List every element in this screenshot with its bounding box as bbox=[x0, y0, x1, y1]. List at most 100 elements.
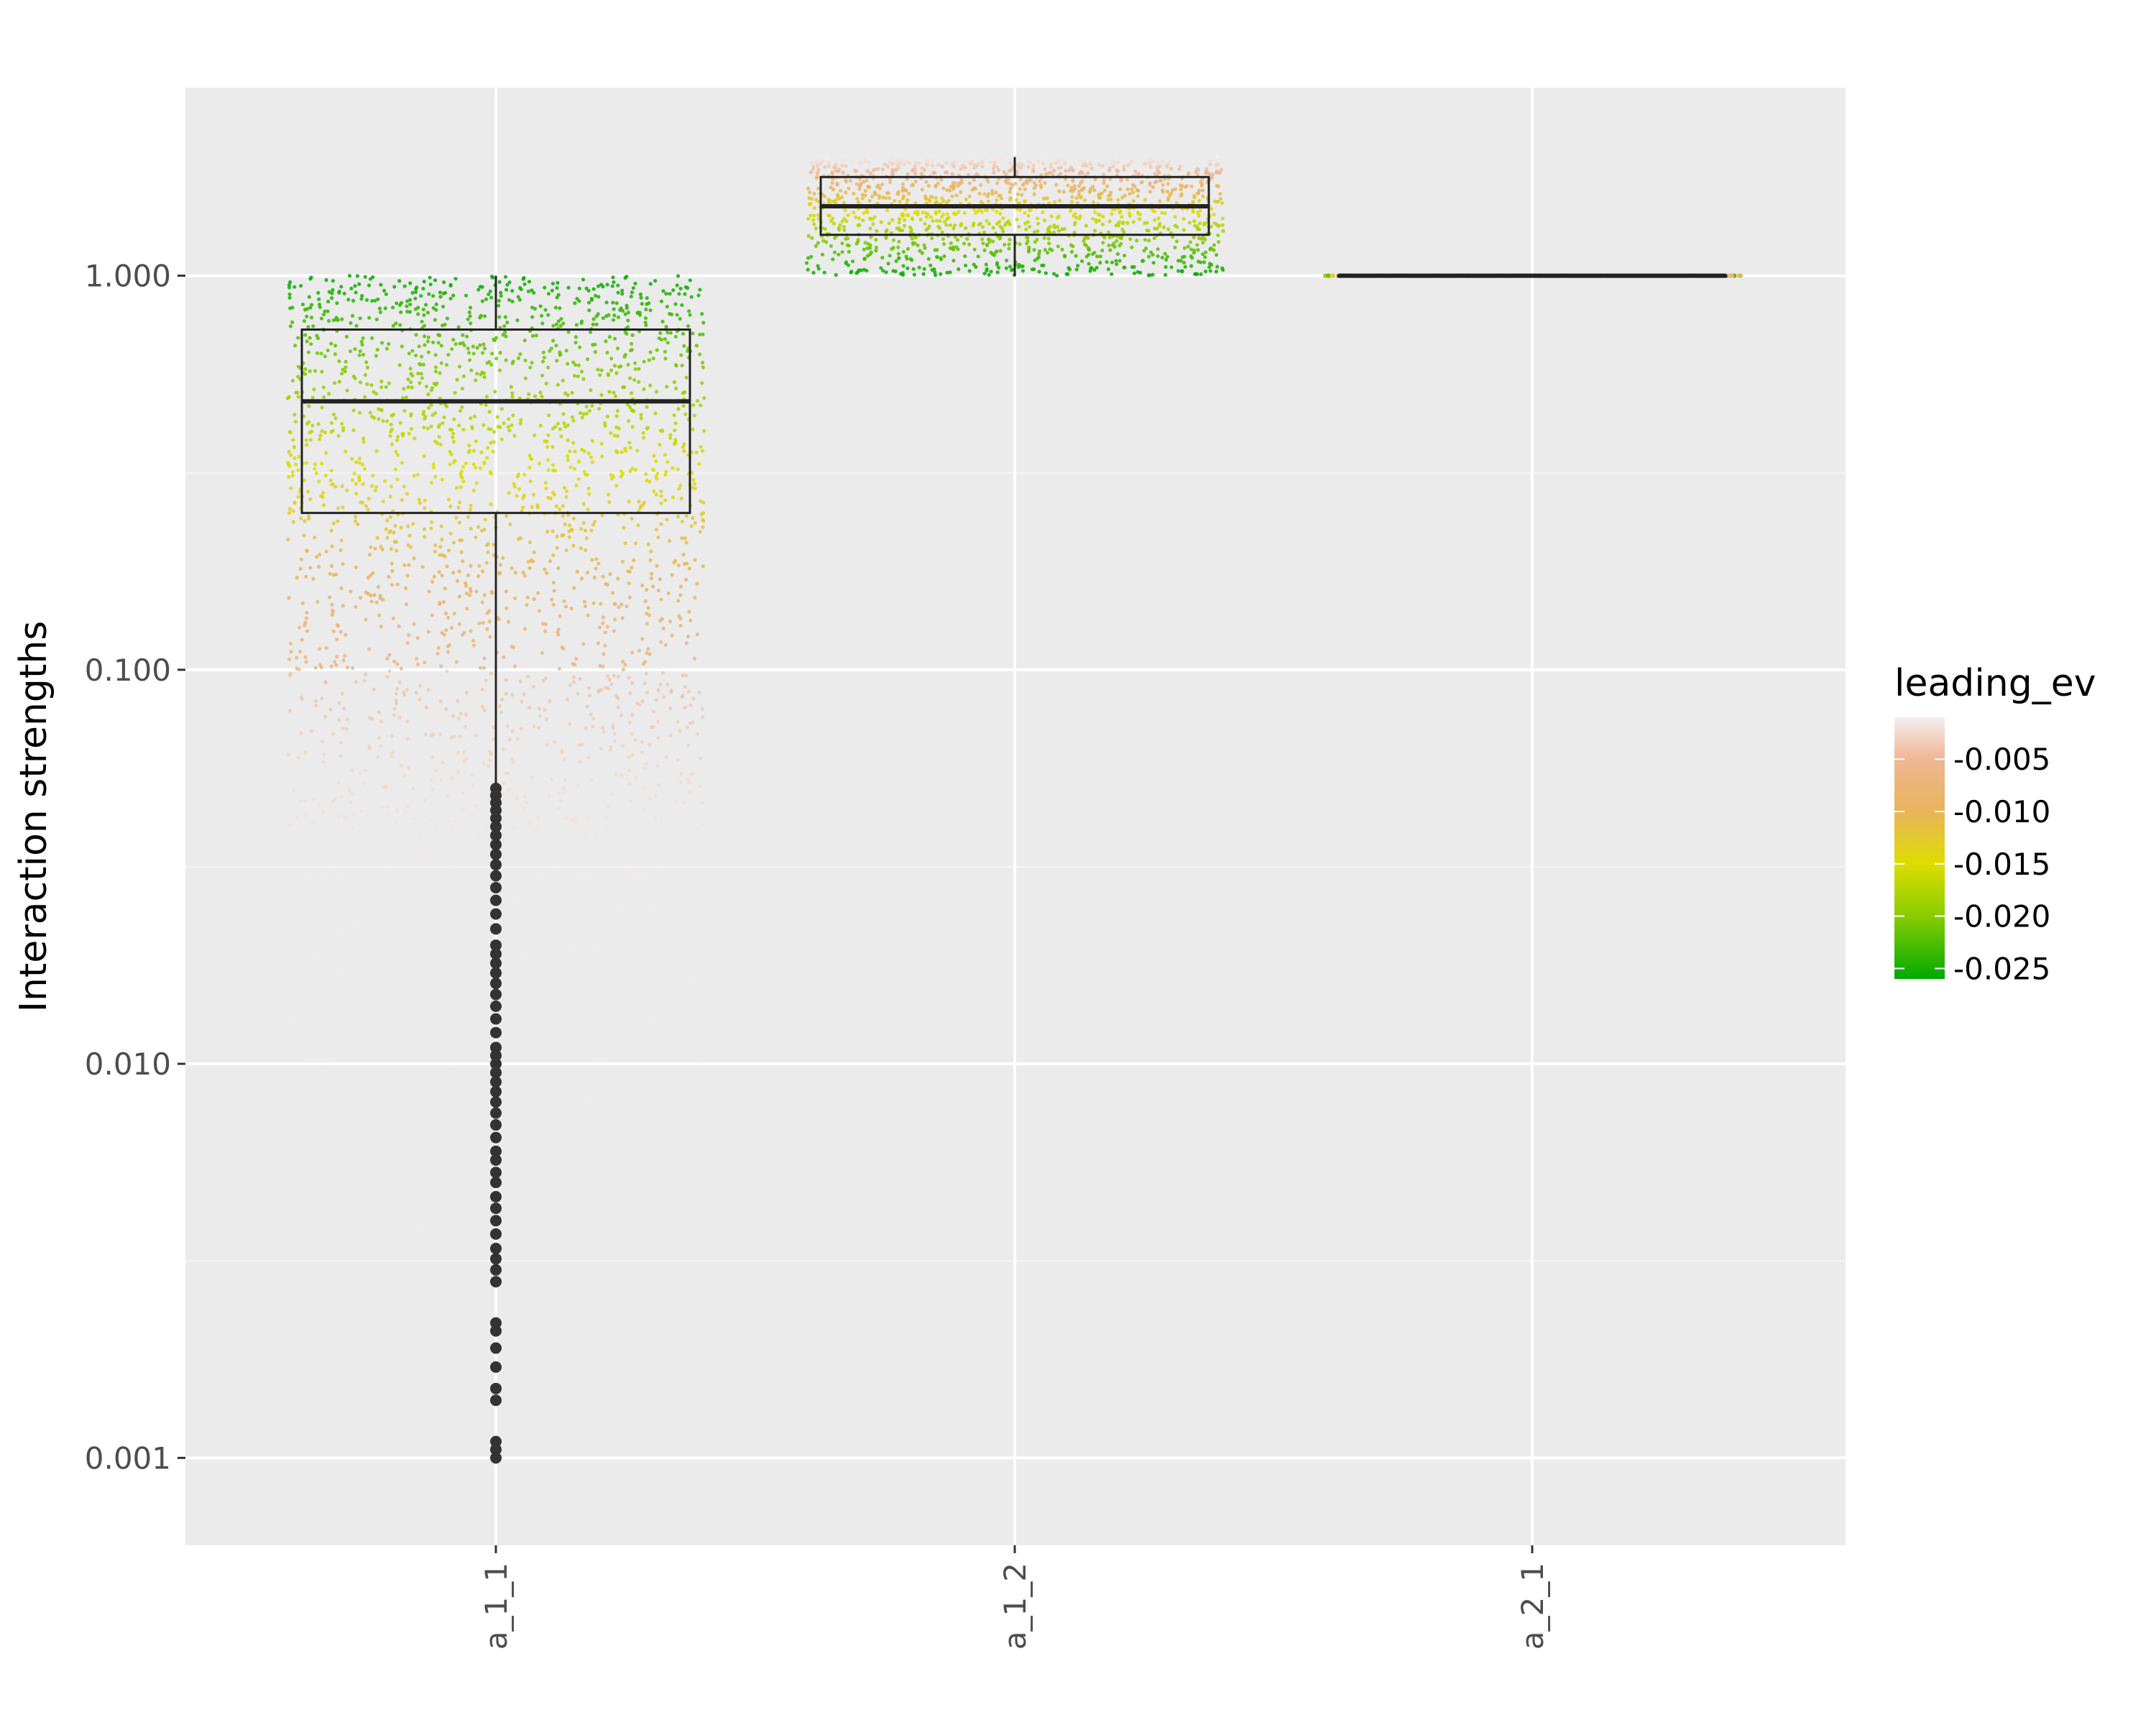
jitter-point bbox=[955, 238, 960, 242]
jitter-point bbox=[618, 974, 622, 978]
jitter-point bbox=[486, 550, 490, 554]
jitter-point bbox=[1091, 200, 1096, 204]
jitter-point bbox=[340, 317, 344, 321]
jitter-point bbox=[596, 641, 601, 645]
jitter-point bbox=[530, 288, 534, 293]
jitter-point bbox=[606, 372, 610, 376]
jitter-point bbox=[459, 550, 464, 554]
jitter-point bbox=[585, 847, 589, 851]
jitter-point bbox=[874, 245, 878, 249]
jitter-point bbox=[563, 522, 567, 527]
outlier-point bbox=[490, 859, 502, 871]
jitter-point bbox=[296, 395, 300, 399]
jitter-point bbox=[677, 292, 681, 296]
jitter-point bbox=[1043, 167, 1047, 172]
jitter-point bbox=[967, 181, 972, 185]
jitter-point bbox=[963, 157, 968, 161]
jitter-point bbox=[689, 295, 694, 299]
jitter-point bbox=[889, 157, 894, 162]
jitter-point bbox=[312, 797, 316, 801]
jitter-point bbox=[544, 486, 548, 490]
jitter-point bbox=[953, 223, 957, 227]
jitter-point bbox=[850, 259, 855, 264]
jitter-point bbox=[667, 841, 671, 845]
jitter-point bbox=[581, 502, 586, 506]
jitter-point bbox=[950, 172, 954, 176]
jitter-point bbox=[333, 381, 337, 385]
jitter-point bbox=[857, 216, 861, 221]
jitter-point bbox=[429, 948, 434, 953]
jitter-point bbox=[1032, 230, 1037, 234]
jitter-point bbox=[298, 490, 302, 494]
jitter-point bbox=[313, 535, 317, 540]
jitter-point bbox=[898, 217, 902, 221]
jitter-point bbox=[512, 433, 517, 438]
jitter-point bbox=[364, 965, 369, 970]
jitter-point bbox=[371, 979, 375, 983]
jitter-point bbox=[562, 919, 567, 923]
jitter-point bbox=[551, 323, 556, 328]
jitter-point bbox=[480, 687, 484, 691]
jitter-point bbox=[304, 913, 308, 917]
jitter-point bbox=[319, 316, 324, 321]
jitter-point bbox=[572, 586, 576, 590]
jitter-point bbox=[335, 889, 339, 894]
jitter-point bbox=[649, 549, 653, 553]
jitter-point bbox=[644, 965, 648, 970]
jitter-point bbox=[416, 955, 420, 960]
jitter-point bbox=[478, 285, 482, 289]
jitter-point bbox=[1102, 172, 1106, 177]
jitter-point bbox=[351, 666, 355, 670]
jitter-point bbox=[443, 323, 447, 327]
jitter-point bbox=[612, 313, 617, 318]
jitter-point bbox=[849, 270, 854, 274]
jitter-point bbox=[344, 359, 348, 364]
jitter-point bbox=[419, 1202, 423, 1207]
jitter-point bbox=[321, 503, 326, 507]
jitter-point bbox=[456, 717, 461, 721]
jitter-point bbox=[540, 1150, 545, 1155]
jitter-point bbox=[563, 904, 567, 909]
jitter-point bbox=[1153, 218, 1157, 222]
jitter-point bbox=[642, 359, 646, 364]
jitter-point bbox=[405, 804, 410, 808]
jitter-point bbox=[1179, 193, 1183, 198]
jitter-point bbox=[1126, 162, 1131, 167]
jitter-point bbox=[444, 628, 448, 632]
jitter-point bbox=[647, 358, 651, 362]
jitter-point bbox=[1069, 165, 1074, 170]
jitter-point bbox=[929, 215, 933, 219]
jitter-point bbox=[478, 343, 482, 347]
jitter-point bbox=[602, 730, 606, 734]
jitter-point bbox=[518, 421, 522, 426]
jitter-point bbox=[571, 543, 576, 548]
jitter-point bbox=[701, 332, 705, 336]
jitter-point bbox=[483, 518, 487, 522]
jitter-point bbox=[967, 194, 972, 199]
jitter-point bbox=[633, 541, 638, 546]
jitter-point bbox=[880, 167, 885, 172]
jitter-point bbox=[682, 442, 686, 446]
jitter-point bbox=[532, 550, 536, 554]
jitter-point bbox=[468, 314, 472, 318]
jitter-point bbox=[419, 294, 423, 298]
jitter-point bbox=[487, 794, 492, 799]
jitter-point bbox=[442, 1260, 447, 1265]
jitter-point bbox=[436, 425, 441, 429]
jitter-point bbox=[466, 515, 471, 520]
jitter-point bbox=[504, 678, 508, 682]
jitter-point bbox=[439, 524, 443, 528]
jitter-point bbox=[1024, 227, 1028, 231]
jitter-point bbox=[679, 1020, 683, 1024]
jitter-point bbox=[573, 340, 578, 345]
jitter-point bbox=[1142, 157, 1146, 161]
jitter-point bbox=[684, 375, 688, 380]
jitter-point bbox=[591, 317, 596, 321]
jitter-point bbox=[1092, 267, 1097, 272]
jitter-point bbox=[804, 261, 809, 265]
jitter-point bbox=[676, 563, 681, 568]
jitter-point bbox=[546, 433, 550, 438]
jitter-point bbox=[655, 837, 659, 842]
jitter-point bbox=[1072, 184, 1077, 188]
jitter-point bbox=[1156, 216, 1161, 221]
